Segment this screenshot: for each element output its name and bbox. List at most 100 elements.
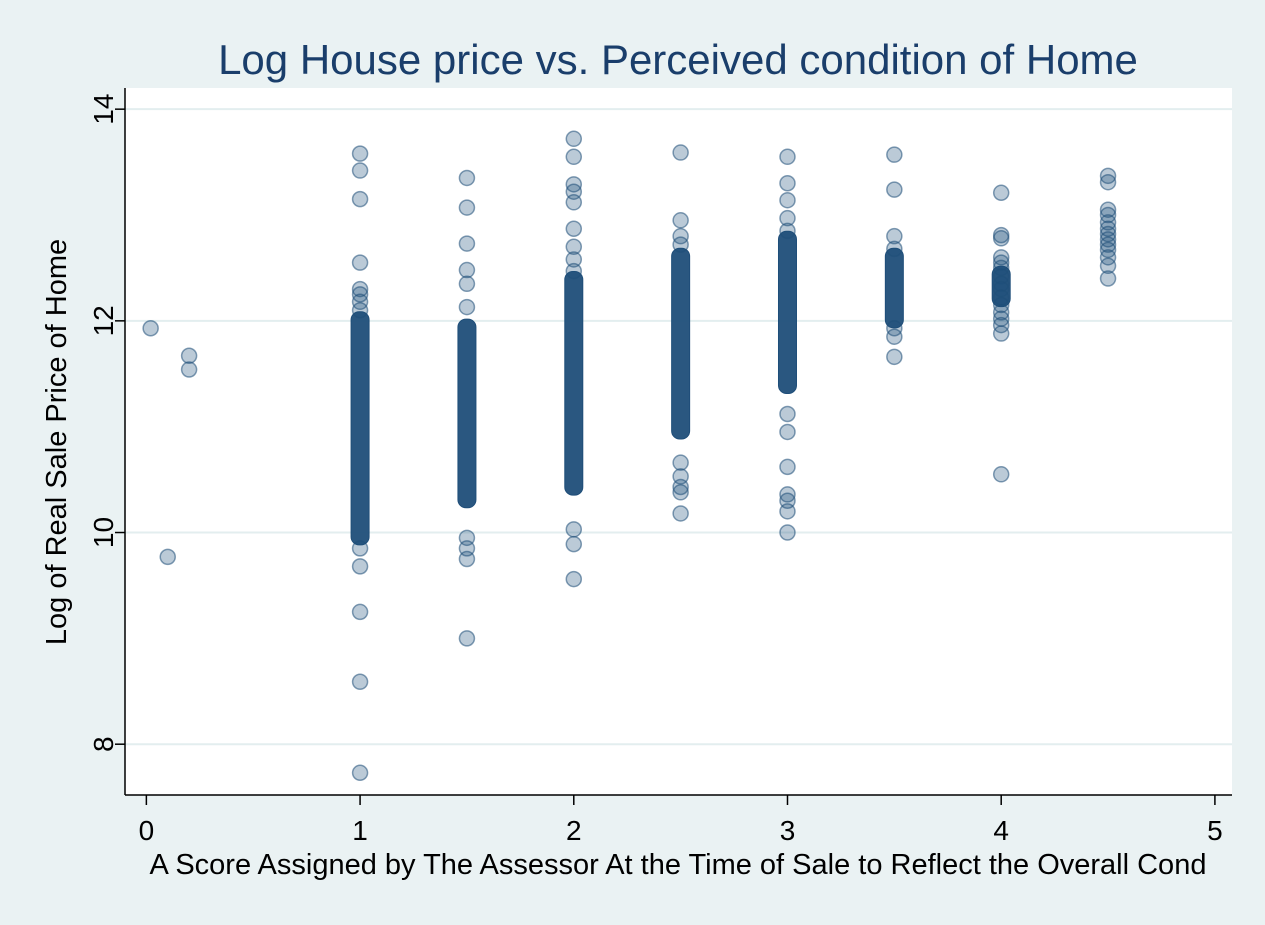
x-tick-label: 4 [993,815,1009,846]
scatter-point [886,181,903,198]
scatter-point [565,570,583,588]
scatter-point [779,175,796,192]
scatter-point [779,458,796,476]
scatter-point [779,148,796,166]
scatter-point [672,478,689,496]
scatter-point [1099,167,1117,185]
data-points [142,130,1117,782]
scatter-point [672,236,689,253]
scatter-point [351,673,369,691]
scatter-point [565,262,583,280]
scatter-point [886,320,903,337]
dense-point-band [564,271,584,496]
scatter-point [672,227,689,245]
y-axis-label: Log of Real Sale Price of Home [41,239,73,645]
scatter-point [779,222,796,240]
scatter-point [779,503,796,520]
scatter-point [992,259,1010,277]
scatter-point [779,524,796,541]
scatter-point [886,146,903,163]
scatter-point [779,209,796,227]
scatter-point [351,145,369,162]
scatter-point [458,261,476,279]
scatter-point [565,521,583,538]
scatter-point [351,558,369,575]
x-tick-label: 5 [1207,815,1223,846]
scatter-point [1099,270,1117,287]
scatter-point [1099,236,1117,253]
scatter-point [159,548,176,566]
scatter-point [672,212,689,229]
scatter-point [1099,249,1117,266]
scatter-point [779,423,796,441]
scatter-point [565,238,583,256]
scatter-point [351,162,369,179]
scatter-point [672,484,689,501]
plot-area [125,88,1232,795]
scatter-point [458,630,476,647]
dense-point-band [457,318,477,509]
scatter-point [565,130,583,148]
scatter-point [180,361,198,378]
scatter-point [672,505,689,522]
scatter-point [992,275,1010,293]
scatter-point [351,302,369,319]
scatter-point [992,280,1010,298]
scatter-point [779,405,796,423]
scatter-point [458,199,476,216]
scatter-point [779,486,796,503]
scatter-point [992,316,1010,334]
scatter-point [886,328,903,345]
scatter-point [1099,201,1117,218]
scatter-point [351,280,369,298]
y-axis-ticks: 8 10 12 14 [88,94,125,752]
scatter-point [458,235,476,252]
y-tick-label: 8 [88,736,119,752]
scatter-point [672,454,689,471]
scatter-point [458,550,476,568]
scatter-point [672,144,689,161]
scatter-point [992,184,1010,202]
x-tick-label: 2 [566,815,582,846]
scatter-point [565,220,583,238]
dense-point-band [777,230,797,394]
dense-point-band [884,247,904,329]
scatter-point [351,293,369,311]
scatter-point [458,169,476,187]
scatter-point [351,540,369,557]
scatter-point [142,320,159,337]
dense-point-band [671,247,691,440]
scatter-point [351,190,369,208]
y-tick-label: 14 [88,94,119,125]
scatter-point [458,298,476,316]
x-axis-label: A Score Assigned by The Assessor At the … [150,849,1207,881]
chart-title: Log House price vs. Perceived condition … [218,36,1138,83]
scatter-point [351,603,369,621]
scatter-point [992,466,1010,483]
scatter-point [886,348,903,366]
scatter-point [180,347,198,365]
scatter-point [565,535,583,553]
scatter-point [351,254,369,271]
y-tick-label: 10 [88,517,119,548]
scatter-point [351,764,369,782]
scatter-point [565,194,583,211]
dense-point-band [350,311,370,546]
x-tick-label: 1 [352,815,368,846]
scatter-point [992,254,1010,271]
dense-bands [350,230,1011,546]
x-tick-label: 3 [780,815,796,846]
scatter-point [1099,173,1117,191]
scatter-point [886,227,903,245]
scatter-point [1099,214,1117,231]
x-axis-ticks: 0 1 2 3 4 5 [139,795,1223,846]
scatter-point [779,191,796,209]
scatter-point [992,230,1010,247]
dense-point-band [991,265,1011,308]
x-tick-label: 0 [139,815,155,846]
y-tick-label: 12 [88,305,119,336]
scatter-point [565,251,583,268]
scatter-point [992,325,1010,342]
